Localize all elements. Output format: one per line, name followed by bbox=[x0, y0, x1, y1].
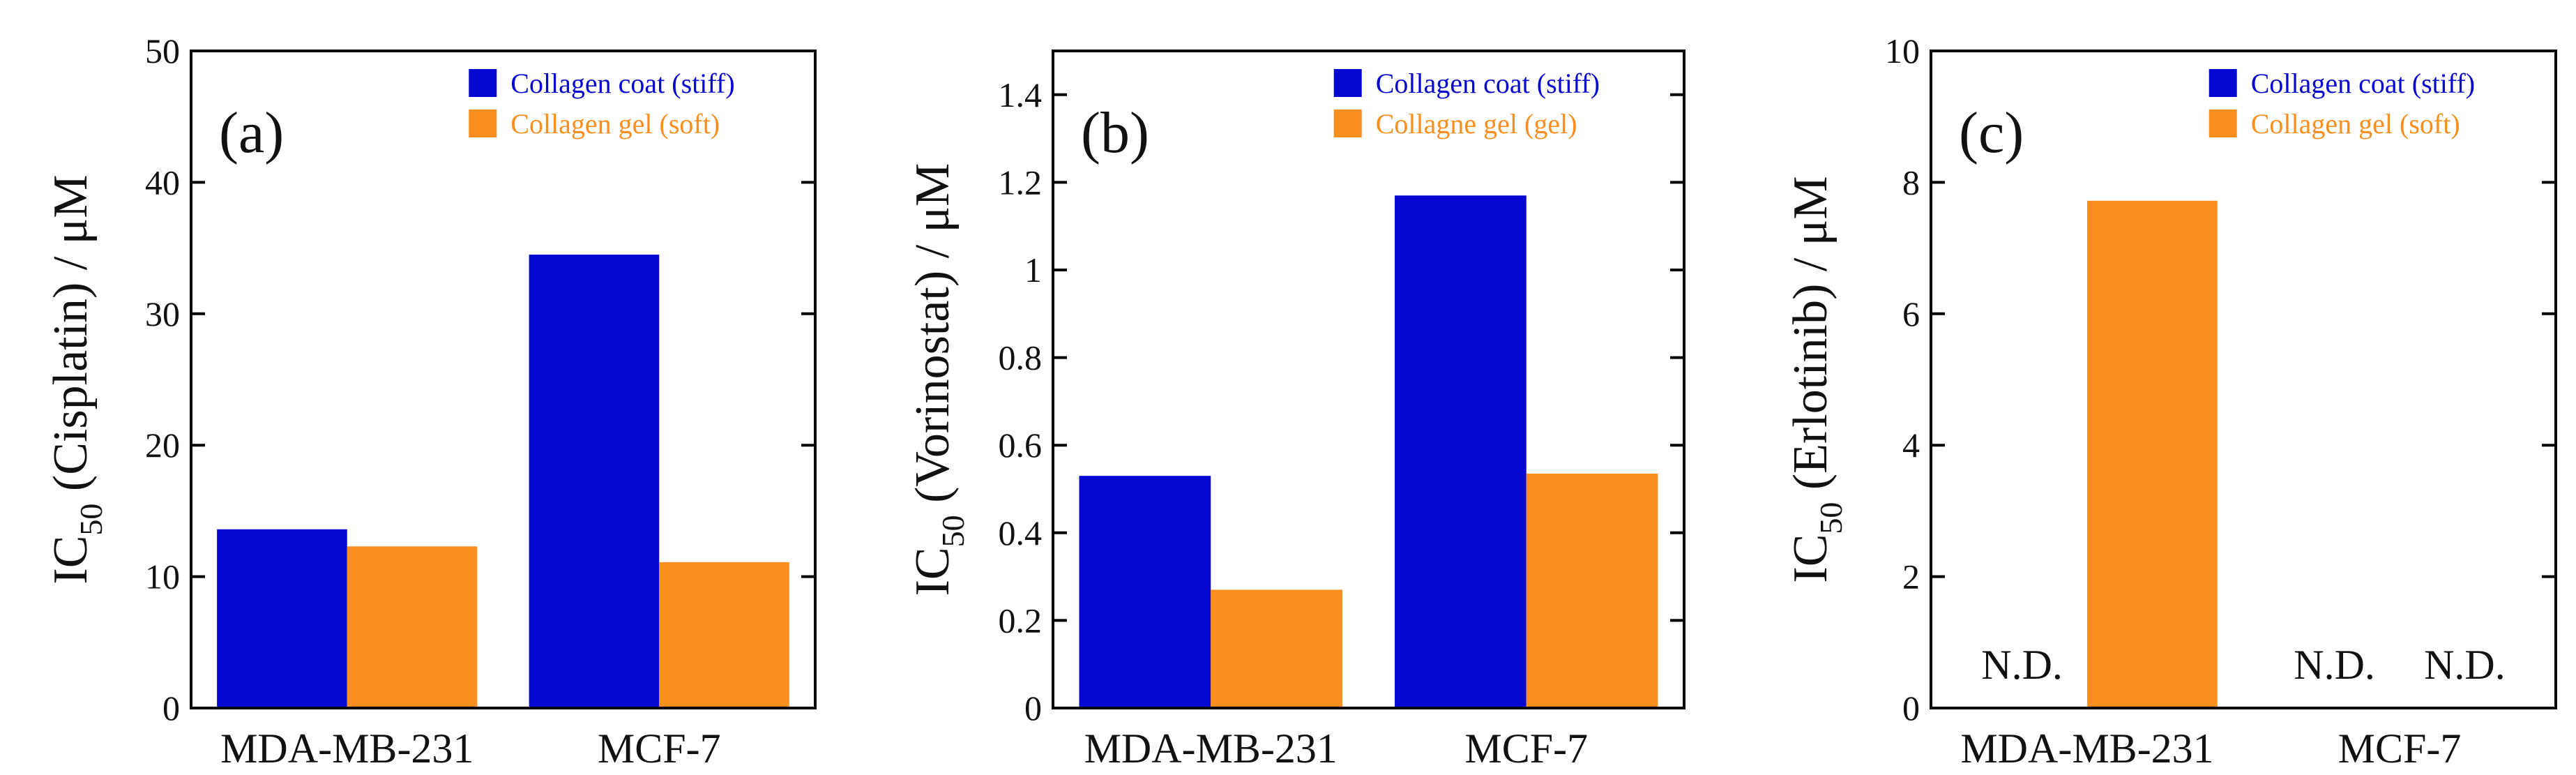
legend-label-soft: Collagen gel (soft) bbox=[2251, 108, 2460, 140]
chart-panel-c: N.D. N.D. N.D. 0 2 4 6 8 10 MDA-MB-231 MCF-7 IC50 (… bbox=[1784, 31, 2557, 772]
bar-soft-mda-mb-231 bbox=[2087, 200, 2218, 708]
chart-panel-b: 0 0.2 0.4 0.6 0.8 1 1.2 1.4 MDA-MB-231 MCF-7 IC50 … bbox=[906, 50, 1685, 772]
y-axis-title-subscript: 50 bbox=[935, 515, 971, 547]
plot-frame bbox=[190, 50, 817, 709]
y-tick-label: 50 bbox=[145, 31, 180, 70]
bar-soft-mcf-7 bbox=[659, 562, 789, 708]
panel-label: (a) bbox=[219, 100, 284, 165]
y-tick-label: 10 bbox=[145, 557, 180, 596]
legend-swatch-soft bbox=[469, 110, 497, 137]
bar-soft-mcf-7 bbox=[1526, 474, 1658, 708]
y-tick-label: 40 bbox=[145, 163, 180, 202]
y-tick-label: 0.8 bbox=[999, 338, 1043, 377]
y-tick-label: 0 bbox=[1024, 689, 1042, 728]
y-tick-label: 30 bbox=[145, 294, 180, 333]
panel-label: (b) bbox=[1081, 100, 1149, 165]
x-category-label: MCF-7 bbox=[598, 725, 721, 772]
bar-stiff-mda-mb-231 bbox=[217, 529, 347, 708]
y-axis-title-subscript: 50 bbox=[73, 504, 109, 536]
panel-label: (c) bbox=[1959, 100, 2024, 165]
x-category-label: MDA-MB-231 bbox=[1084, 725, 1338, 772]
legend-label-stiff: Collagen coat (stiff) bbox=[1376, 68, 1600, 99]
legend-label-stiff: Collagen coat (stiff) bbox=[2251, 68, 2475, 99]
legend-swatch-stiff bbox=[2208, 69, 2237, 97]
y-tick-label: 1.4 bbox=[999, 75, 1043, 114]
y-tick-label: 8 bbox=[1902, 163, 1920, 202]
y-axis-title-rest: (Cisplatin) / μM bbox=[44, 174, 98, 503]
bar-soft-mda-mb-231 bbox=[1211, 589, 1342, 708]
y-axis-title-rest: (Vorinostat) / μM bbox=[906, 163, 960, 516]
y-tick-label: 0.6 bbox=[999, 426, 1043, 465]
y-axis-title-main: IC bbox=[1784, 534, 1838, 583]
legend-label-soft: Collagne gel (gel) bbox=[1376, 108, 1577, 140]
y-tick-label: 0.2 bbox=[999, 601, 1043, 640]
nd-label: N.D. bbox=[1981, 642, 2063, 688]
nd-label: N.D. bbox=[2424, 642, 2506, 688]
legend-swatch-stiff bbox=[1333, 69, 1362, 97]
bar-stiff-mda-mb-231 bbox=[1079, 476, 1211, 708]
y-axis-title-main: IC bbox=[44, 536, 98, 585]
y-tick-label: 4 bbox=[1902, 426, 1920, 465]
legend-swatch-soft bbox=[1333, 110, 1362, 137]
legend-swatch-stiff bbox=[469, 69, 497, 97]
legend-label-soft: Collagen gel (soft) bbox=[510, 108, 720, 140]
y-axis-title: IC50 (Cisplatin) / μM bbox=[44, 174, 109, 584]
plot-frame bbox=[1930, 50, 2557, 709]
legend-swatch-soft bbox=[2208, 110, 2237, 137]
y-tick-label: 6 bbox=[1902, 294, 1920, 333]
x-category-label: MCF-7 bbox=[2338, 725, 2462, 772]
y-axis-title-main: IC bbox=[906, 547, 960, 596]
y-tick-label: 10 bbox=[1885, 31, 1920, 70]
y-axis-title-subscript: 50 bbox=[1813, 502, 1849, 534]
y-tick-label: 20 bbox=[145, 426, 180, 465]
x-category-label: MDA-MB-231 bbox=[1960, 725, 2213, 772]
legend-label-stiff: Collagen coat (stiff) bbox=[510, 68, 734, 99]
y-tick-label: 1 bbox=[1024, 250, 1042, 289]
y-tick-label: 1.2 bbox=[999, 163, 1043, 202]
y-axis-title: IC50 (Erlotinib) / μM bbox=[1784, 176, 1849, 582]
y-axis-title: IC50 (Vorinostat) / μM bbox=[906, 163, 971, 596]
bar-soft-mda-mb-231 bbox=[347, 546, 478, 708]
y-tick-label: 0.4 bbox=[999, 513, 1043, 552]
plot-frame bbox=[1052, 50, 1685, 709]
x-category-label: MDA-MB-231 bbox=[220, 725, 473, 772]
y-tick-label: 0 bbox=[1902, 689, 1920, 728]
y-tick-label: 0 bbox=[162, 689, 180, 728]
bar-stiff-mcf-7 bbox=[529, 255, 660, 708]
y-tick-label: 2 bbox=[1902, 557, 1920, 596]
y-axis-title-rest: (Erlotinib) / μM bbox=[1784, 176, 1838, 502]
x-category-label: MCF-7 bbox=[1464, 725, 1588, 772]
nd-label: N.D. bbox=[2294, 642, 2375, 688]
bar-stiff-mcf-7 bbox=[1395, 195, 1526, 708]
